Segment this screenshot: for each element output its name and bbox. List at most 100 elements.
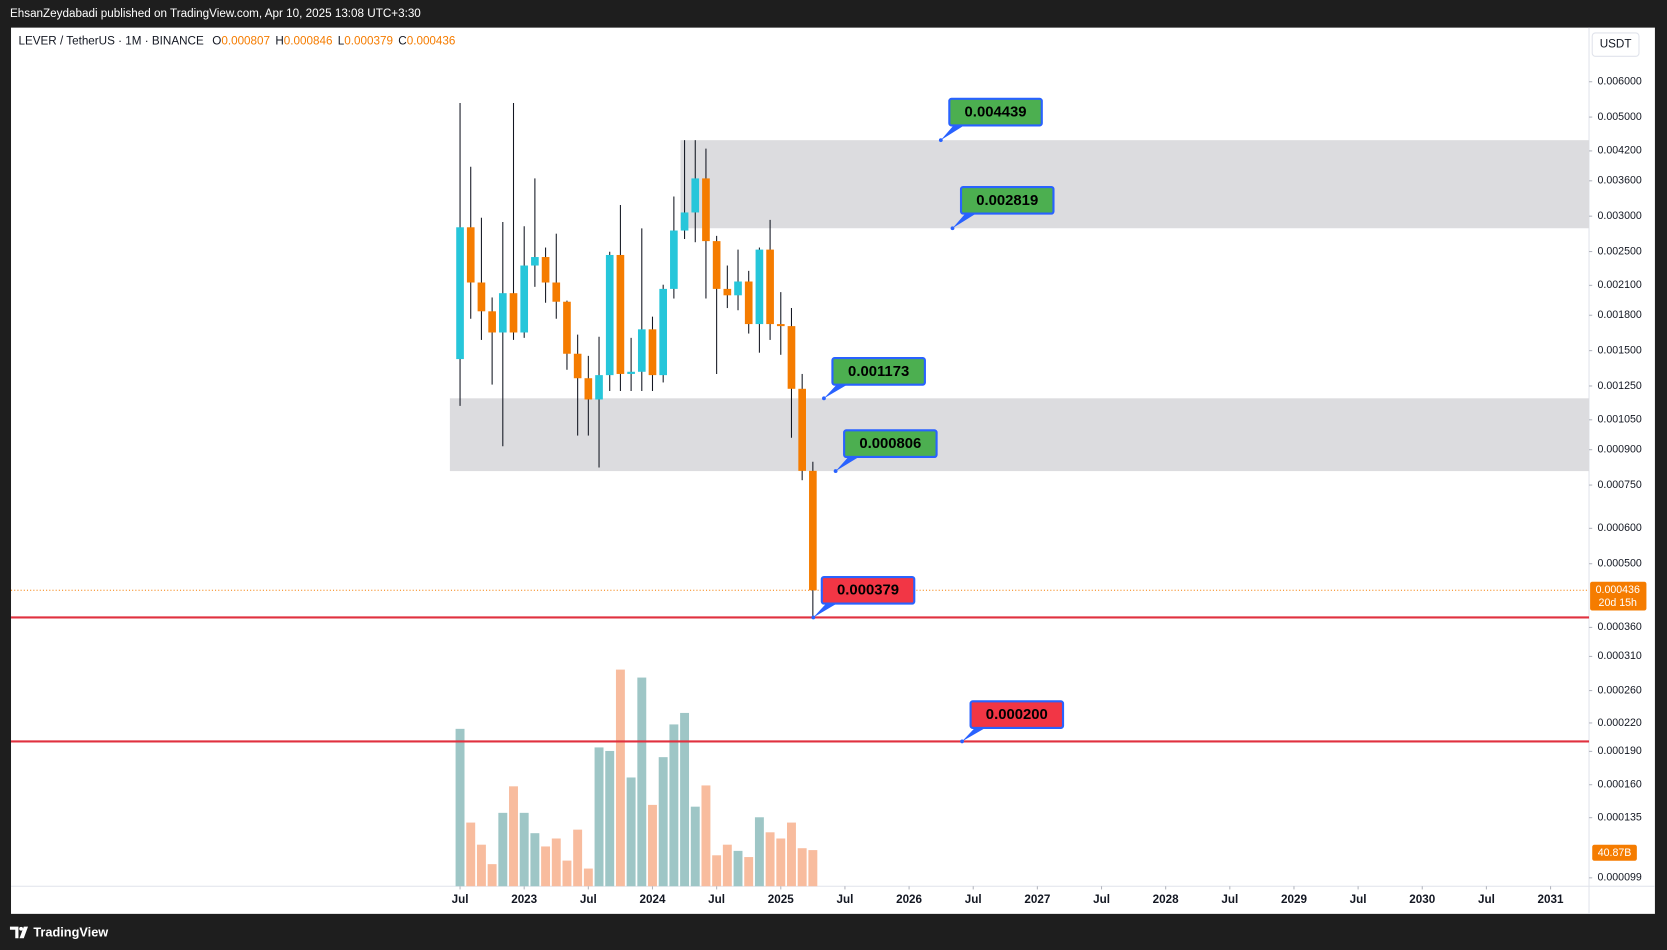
logo-dot [19,926,24,931]
y-tick-label: 0.000900 [1598,444,1642,456]
volume-bar [541,846,551,887]
volume-bar [498,812,508,887]
candle-body [776,324,785,327]
volume-bar [615,669,625,887]
volume-bar [754,817,764,887]
candle-body [531,257,539,266]
callout-anchor [950,226,955,231]
candle-body [509,293,518,333]
callout-label: 0.000200 [986,707,1048,723]
legend-key: L [338,35,345,48]
x-tick-label: Jul [580,893,597,906]
volume-bar [509,786,518,887]
volume-bar [787,822,796,887]
y-tick-label: 0.001500 [1598,344,1642,356]
x-tick-label: 2024 [640,893,666,906]
volume-bar [562,860,572,887]
volume-bar [712,855,722,887]
callout-box [820,575,916,605]
volume-bar [476,844,486,887]
tv-logo [9,926,29,939]
callout-label: 0.002819 [976,193,1038,209]
x-tick-label: Jul [836,893,853,906]
logo-mark [9,926,29,939]
x-tick-label: Jul [1350,893,1367,906]
candle-body [648,329,657,376]
y-tick-label: 0.000360 [1598,621,1642,633]
candle-body [744,281,753,325]
callout-label: 0.000806 [859,436,921,452]
candle-body [680,212,689,231]
footer-brand: TradingView [33,924,108,939]
volume-bar [551,838,561,887]
callout-box [831,357,926,386]
x-tick-label: 2027 [1024,893,1050,906]
x-tick-label: 2023 [511,893,537,906]
volume-bar [658,757,668,887]
callout-anchor [938,138,943,143]
legend-key: H [275,35,283,48]
x-tick-label: Jul [452,893,469,906]
unit-label: USDT [1600,38,1632,51]
y-tick-label: 0.002100 [1598,279,1642,291]
legend-key: O [212,35,221,48]
price-tag-value: 0.000436 [1596,584,1640,596]
volume-bar [637,677,647,887]
volume-bar [648,804,657,887]
zone [449,398,1590,472]
x-tick-label: Jul [1478,893,1495,906]
candle-body [766,249,774,325]
callout-pointer [813,603,837,618]
volume-bar [722,844,732,887]
volume-bar [466,822,476,887]
candle-body [809,470,817,591]
y-tick-label: 0.001050 [1598,414,1642,426]
candle-body [637,329,646,372]
candle-body [723,288,732,296]
candle-body [755,249,764,325]
volume-bar [797,848,807,887]
y-tick-label: 0.003000 [1598,210,1642,222]
volume-bar [626,777,636,887]
candle-body [702,178,710,242]
candle-body [477,282,486,312]
volume-bar [669,724,679,887]
legend-value: 0.000846 [284,35,333,48]
volume-bar [765,832,775,887]
volume-tag-label: 40.87B [1598,847,1632,859]
y-tick-label: 0.005000 [1598,111,1642,123]
plot: 0.004439 0.002819 0.001173 0.000806 0.000379… [11,97,1590,887]
x-tick-label: 2029 [1281,893,1307,906]
candle-body [798,388,806,471]
y-tick-label: 0.000310 [1598,650,1642,662]
publish-header: EhsanZeydabadi published on TradingView.… [10,7,421,20]
callout-label: 0.000379 [837,583,899,599]
y-tick-label: 0.000099 [1598,872,1642,884]
candle-body [627,371,635,374]
volume-bar [583,868,593,887]
volume-bar [530,833,540,887]
candle-body [498,293,507,333]
volume-bar [680,712,690,887]
x-tick-label: Jul [708,893,725,906]
callout-anchor [833,469,838,474]
y-tick-label: 0.001250 [1598,380,1642,392]
volume-bar [744,857,754,887]
candle-body [488,311,496,333]
candle-body [595,375,603,400]
candle-body [670,230,678,289]
unit-box[interactable] [1591,32,1640,57]
x-tick-label: Jul [1093,893,1110,906]
callout-box [969,700,1065,729]
y-tick-label: 0.004200 [1598,145,1642,157]
y-tick-label: 0.000160 [1598,779,1642,791]
volume-bar [487,864,497,887]
callout-label: 0.004439 [965,105,1027,121]
volume-bar [605,750,615,887]
candle-body [520,265,529,333]
candle-body [734,281,742,296]
volume-bar [573,829,583,887]
callout-pointer [835,456,860,472]
